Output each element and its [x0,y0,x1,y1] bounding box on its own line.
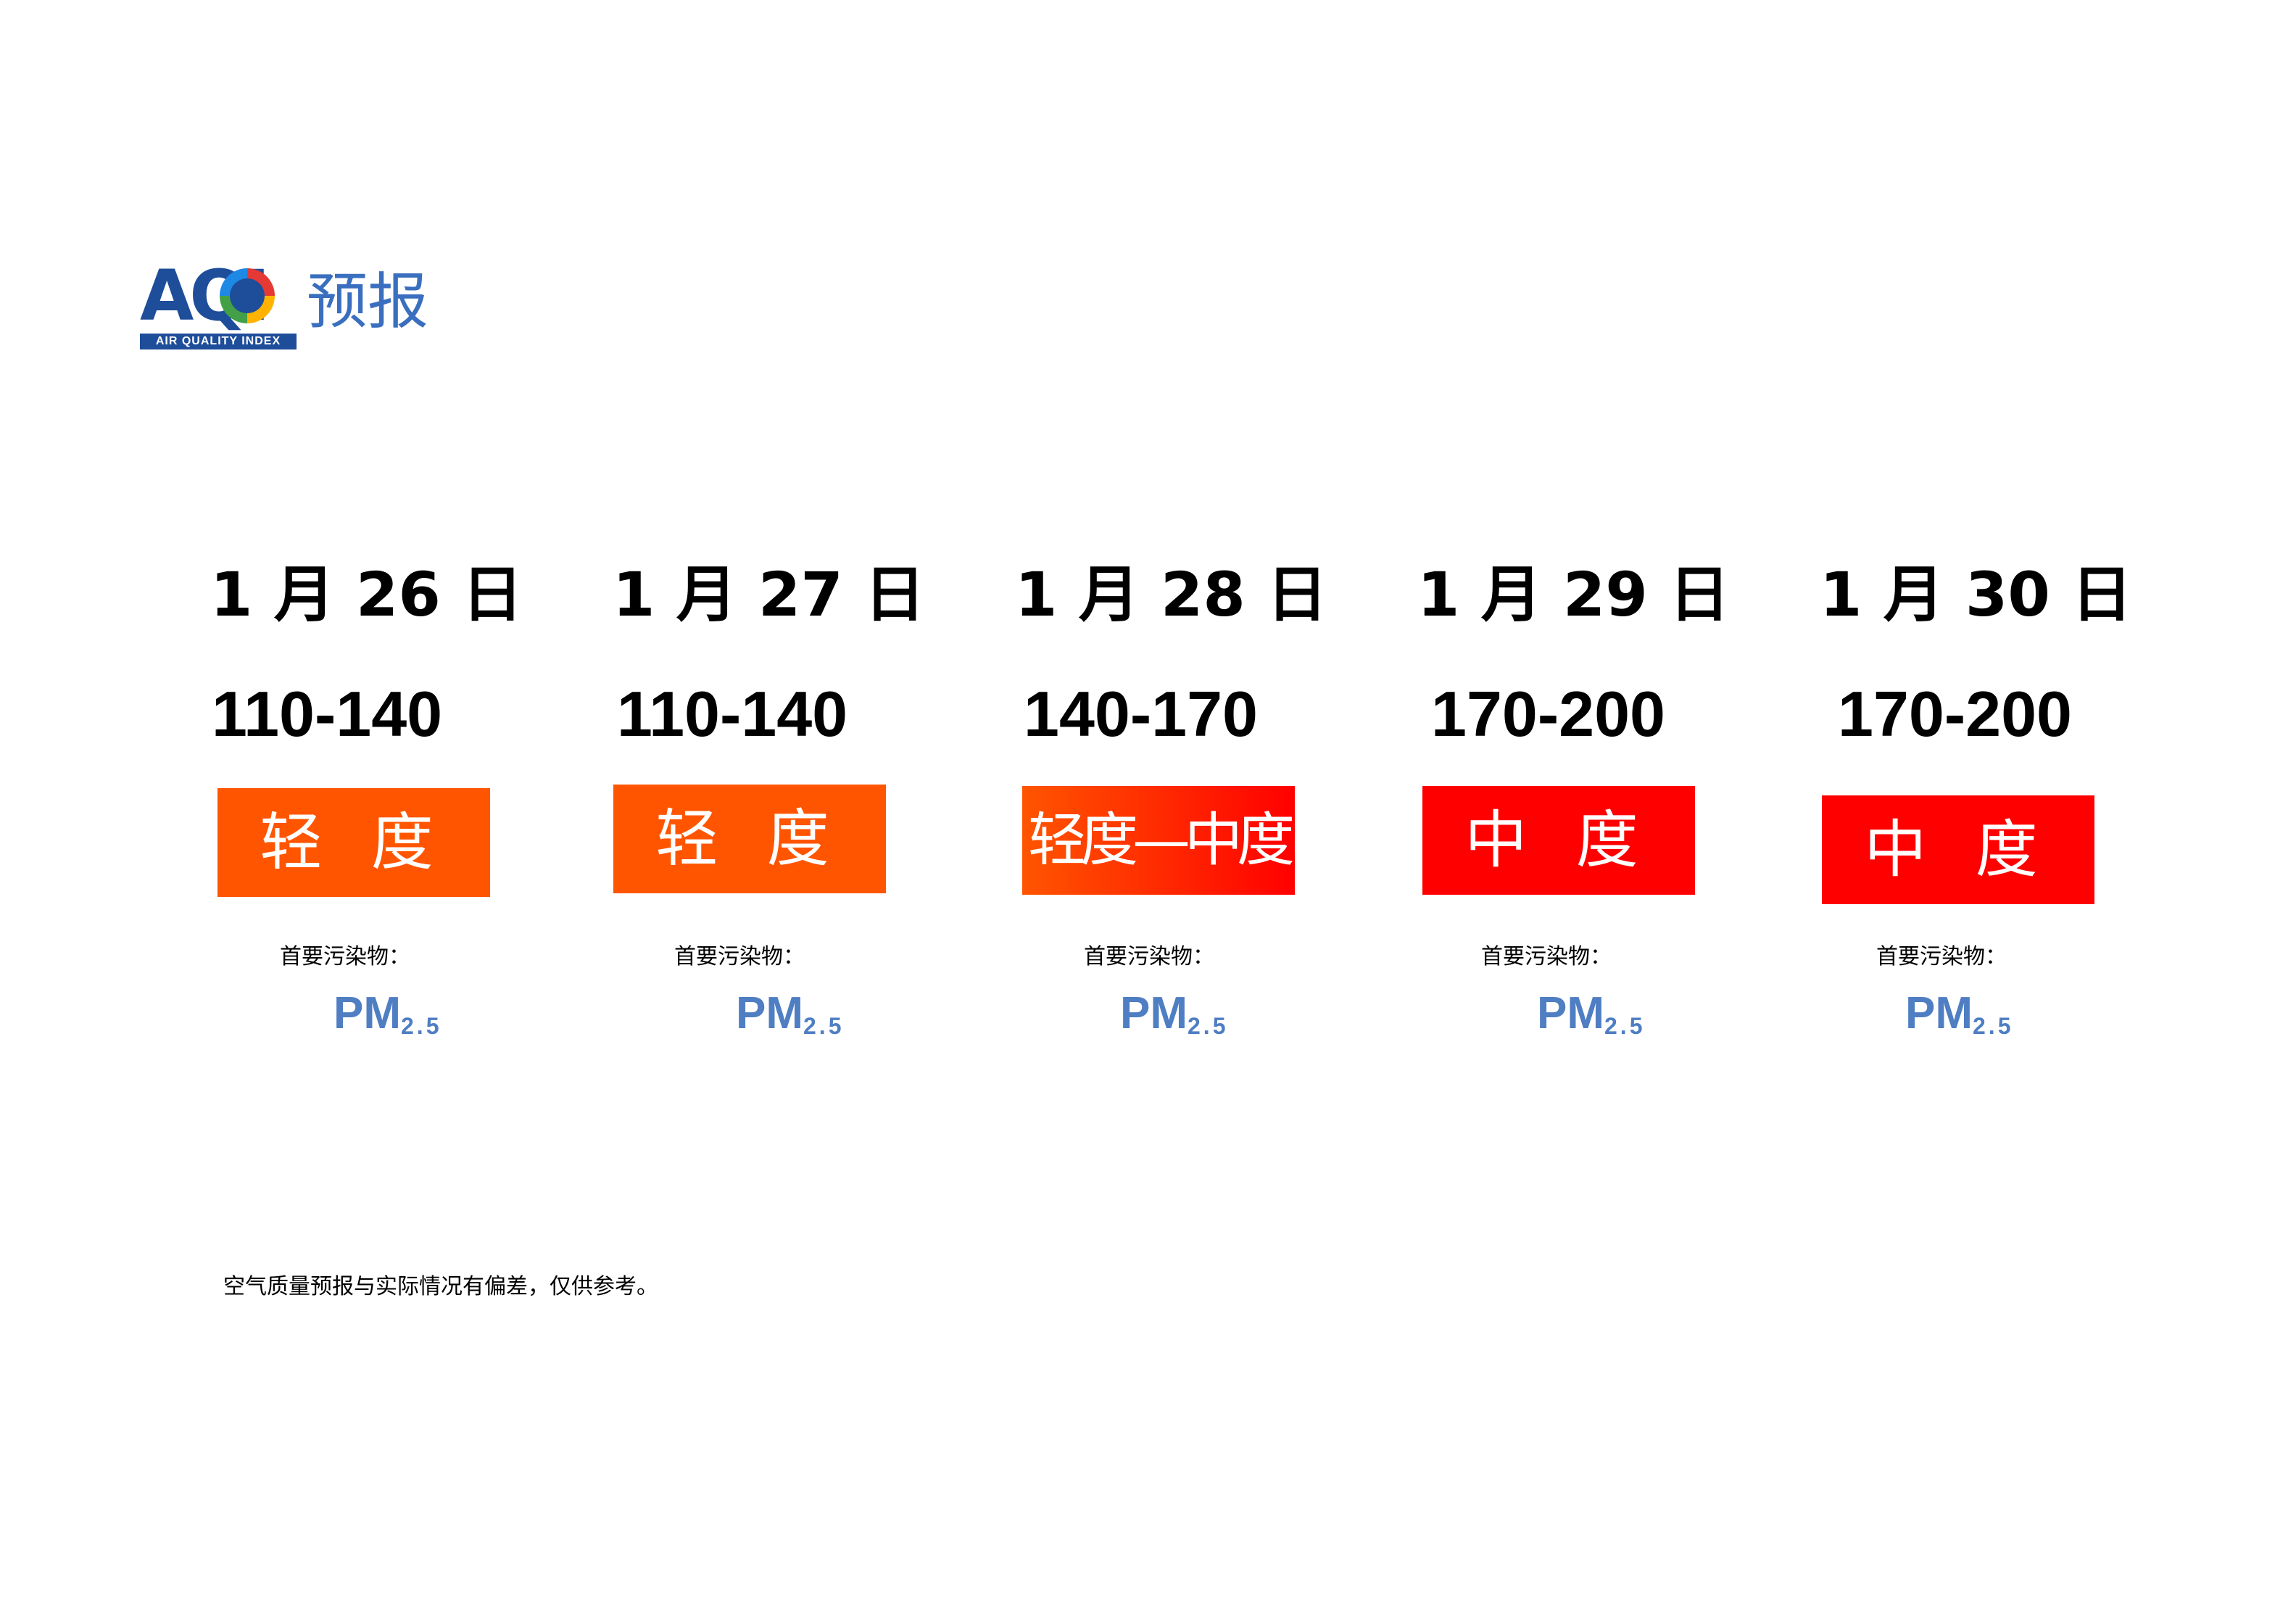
forecast-day: 1 月 29 日 170-200 中 度 首要污染物： PM2.5 [1417,551,1730,1059]
forecast-date: 1 月 30 日 [1820,559,2133,630]
forecast-date: 1 月 28 日 [1015,559,1328,630]
primary-pollutant: PM2.5 [1120,988,1229,1039]
aqi-range: 170-200 [1431,678,1665,750]
logo-subtitle: AIR QUALITY INDEX [140,334,297,349]
forecast-day: 1 月 26 日 110-140 轻 度 首要污染物： PM2.5 [210,551,523,1059]
aqi-range: 170-200 [1838,678,2072,750]
pollution-level-badge: 轻 度 [217,788,490,897]
aqi-logo: AQI AIR QUALITY INDEX 预报 [140,261,452,355]
primary-pollutant: PM2.5 [333,988,442,1039]
logo-title: 预报 [307,266,429,337]
pollution-level-badge: 轻度—中度 [1022,786,1295,895]
primary-pollutant-label: 首要污染物： [1084,944,1214,969]
forecast-day: 1 月 30 日 170-200 中 度 首要污染物： PM2.5 [1820,551,2132,1059]
forecast-day: 1 月 28 日 140-170 轻度—中度 首要污染物： PM2.5 [1015,551,1327,1059]
primary-pollutant: PM2.5 [736,988,845,1039]
pollution-level-badge: 轻 度 [613,785,886,893]
primary-pollutant-label: 首要污染物： [280,944,410,969]
forecast-day: 1 月 27 日 110-140 轻 度 首要污染物： PM2.5 [613,551,925,1059]
aqi-range: 140-170 [1024,678,1258,750]
disclaimer-text: 空气质量预报与实际情况有偏差，仅供参考。 [223,1274,658,1299]
aqi-range: 110-140 [212,678,443,750]
pollution-level-badge: 中 度 [1422,786,1695,895]
primary-pollutant-label: 首要污染物： [674,944,805,969]
primary-pollutant: PM2.5 [1905,988,2014,1039]
primary-pollutant-label: 首要污染物： [1481,944,1612,969]
forecast-date: 1 月 27 日 [613,559,926,630]
globe-icon [220,268,275,323]
aqi-range: 110-140 [617,678,848,750]
primary-pollutant-label: 首要污染物： [1876,944,2007,969]
primary-pollutant: PM2.5 [1537,988,1646,1039]
forecast-date: 1 月 29 日 [1417,559,1731,630]
forecast-date: 1 月 26 日 [210,559,523,630]
pollution-level-badge: 中 度 [1822,795,2094,904]
